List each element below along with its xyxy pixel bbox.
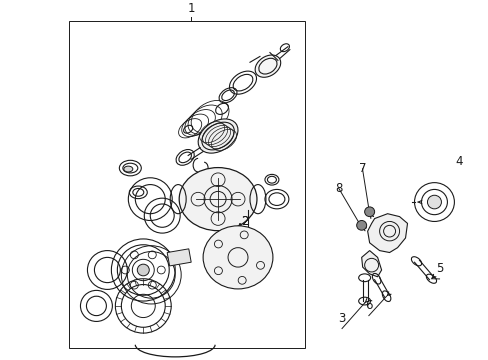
Text: 8: 8 [334,181,342,194]
Text: 4: 4 [454,156,462,168]
Text: 6: 6 [365,299,372,312]
Ellipse shape [203,226,272,289]
Bar [167,249,191,266]
Ellipse shape [198,119,238,153]
Ellipse shape [123,166,133,172]
Circle shape [137,264,149,276]
Circle shape [356,220,366,230]
Circle shape [427,195,441,209]
Text: 5: 5 [435,262,442,275]
Polygon shape [367,214,407,252]
Ellipse shape [179,168,256,231]
Polygon shape [361,251,381,277]
Text: 2: 2 [240,215,248,228]
Text: 3: 3 [338,311,345,325]
Text: 1: 1 [187,2,195,15]
Text: 2: 2 [240,215,248,228]
Circle shape [364,207,374,217]
Ellipse shape [255,55,280,77]
Text: 7: 7 [358,162,366,175]
Bar [68,22,304,348]
